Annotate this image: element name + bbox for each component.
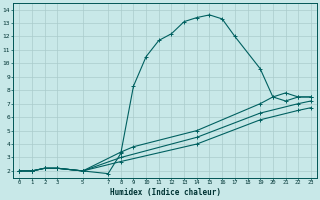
X-axis label: Humidex (Indice chaleur): Humidex (Indice chaleur) [110, 188, 220, 197]
